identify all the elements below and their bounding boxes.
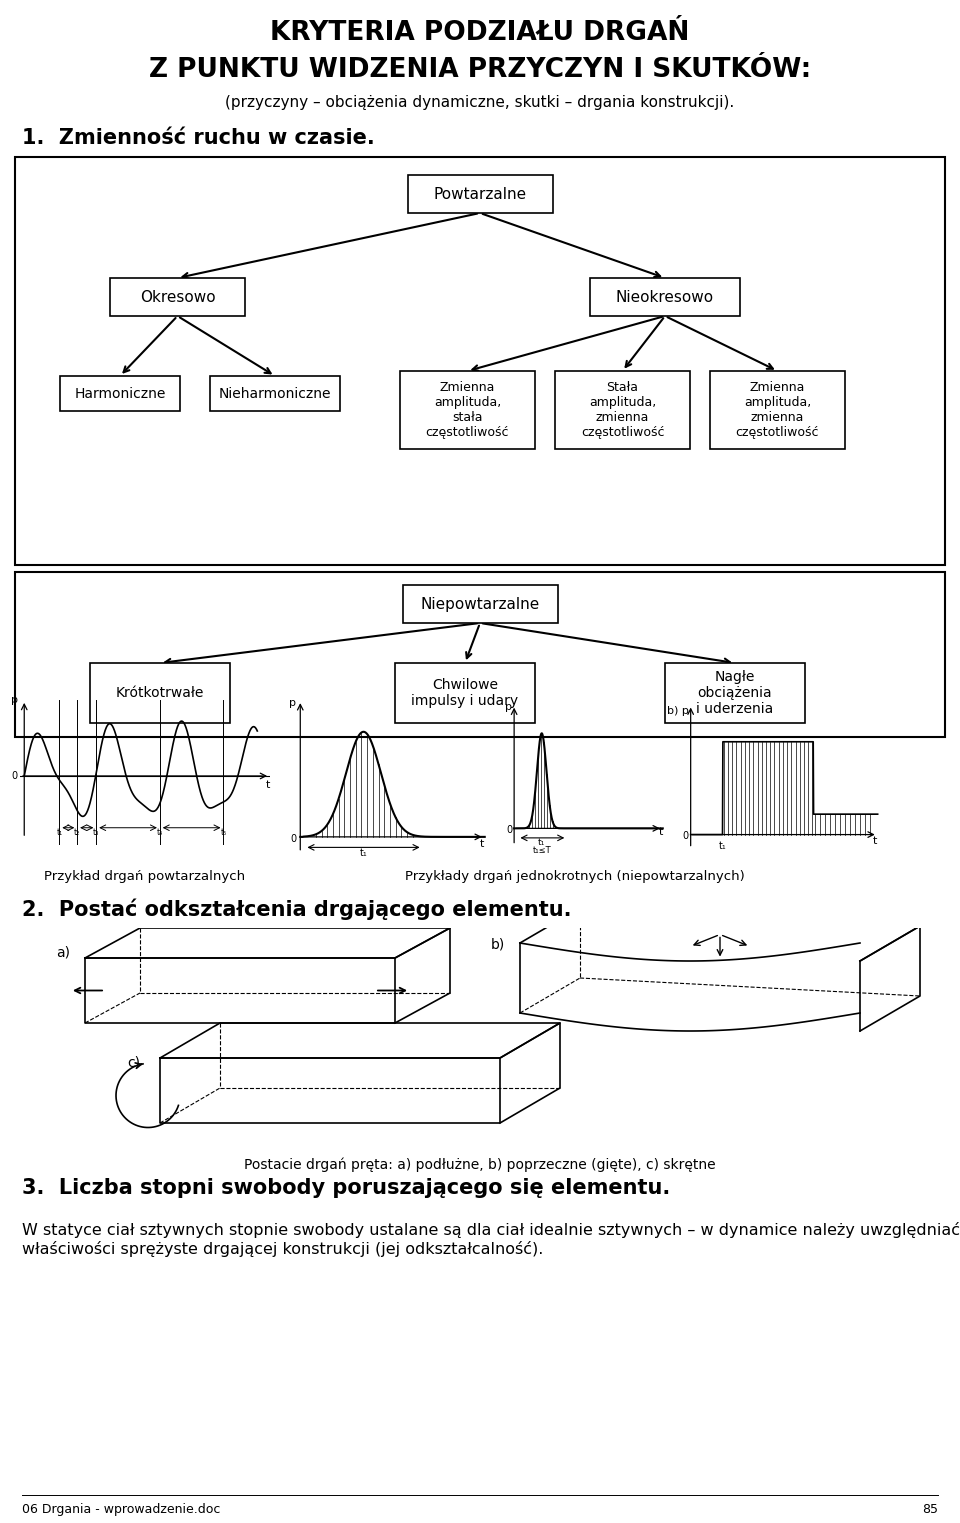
Text: 0: 0 (290, 835, 296, 844)
Text: 1.  Zmienność ruchu w czasie.: 1. Zmienność ruchu w czasie. (22, 128, 374, 148)
FancyBboxPatch shape (407, 175, 553, 213)
Text: t: t (659, 827, 662, 838)
FancyBboxPatch shape (555, 372, 690, 449)
Text: c): c) (127, 1055, 140, 1069)
Text: (przyczyny – obciążenia dynamiczne, skutki – drgania konstrukcji).: (przyczyny – obciążenia dynamiczne, skut… (226, 94, 734, 110)
Text: t₁≤T: t₁≤T (533, 847, 551, 854)
Text: Harmoniczne: Harmoniczne (74, 387, 166, 401)
Text: t: t (266, 780, 270, 790)
FancyBboxPatch shape (400, 372, 535, 449)
FancyBboxPatch shape (395, 663, 535, 723)
Text: Powtarzalne: Powtarzalne (433, 186, 527, 201)
FancyBboxPatch shape (110, 279, 245, 315)
Text: t: t (873, 836, 877, 845)
Text: Niepowtarzalne: Niepowtarzalne (420, 597, 540, 612)
FancyBboxPatch shape (15, 573, 945, 737)
FancyBboxPatch shape (60, 376, 180, 411)
Text: W statyce ciał sztywnych stopnie swobody ustalane są dla ciał idealnie sztywnych: W statyce ciał sztywnych stopnie swobody… (22, 1221, 960, 1256)
Text: Zmienna
amplituda,
stała
częstotliwość: Zmienna amplituda, stała częstotliwość (425, 381, 509, 439)
Text: Przykład drgań powtarzalnych: Przykład drgań powtarzalnych (44, 870, 246, 883)
FancyBboxPatch shape (402, 585, 558, 623)
Text: Z PUNKTU WIDZENIA PRZYCZYN I SKUTKÓW:: Z PUNKTU WIDZENIA PRZYCZYN I SKUTKÓW: (149, 56, 811, 82)
Text: a): a) (56, 946, 70, 959)
Text: Przykłady drgań jednokrotnych (niepowtarzalnych): Przykłady drgań jednokrotnych (niepowtar… (405, 870, 745, 883)
Text: t₂: t₂ (74, 827, 81, 836)
Text: t₄: t₄ (156, 827, 163, 836)
Text: Nagłe
obciążenia
i uderzenia: Nagłe obciążenia i uderzenia (696, 670, 774, 716)
Text: t₃: t₃ (93, 827, 100, 836)
Text: t₁: t₁ (539, 839, 545, 847)
Text: 06 Drgania - wprowadzenie.doc: 06 Drgania - wprowadzenie.doc (22, 1503, 221, 1515)
Text: t: t (480, 839, 484, 850)
FancyBboxPatch shape (90, 663, 230, 723)
FancyBboxPatch shape (665, 663, 805, 723)
FancyBboxPatch shape (710, 372, 845, 449)
Text: Nieharmoniczne: Nieharmoniczne (219, 387, 331, 401)
Text: p: p (505, 702, 513, 711)
FancyBboxPatch shape (15, 157, 945, 565)
Text: t₁: t₁ (719, 841, 727, 850)
Text: Postacie drgań pręta: a) podłużne, b) poprzeczne (gięte), c) skrętne: Postacie drgań pręta: a) podłużne, b) po… (244, 1157, 716, 1173)
Text: b) p: b) p (666, 707, 688, 716)
Text: 3.  Liczba stopni swobody poruszającego się elementu.: 3. Liczba stopni swobody poruszającego s… (22, 1177, 670, 1199)
FancyBboxPatch shape (590, 279, 740, 315)
Text: b): b) (491, 938, 505, 952)
Text: Krótkotrwałe: Krótkotrwałe (116, 685, 204, 701)
Text: 0: 0 (683, 832, 688, 841)
Text: 0: 0 (12, 772, 18, 781)
Text: t₁: t₁ (57, 827, 62, 836)
Text: t₁: t₁ (360, 848, 368, 857)
Text: 0: 0 (506, 825, 513, 835)
Text: KRYTERIA PODZIAŁU DRGAŃ: KRYTERIA PODZIAŁU DRGAŃ (271, 20, 689, 46)
Text: 85: 85 (922, 1503, 938, 1515)
Text: p: p (289, 698, 296, 708)
Text: t₅: t₅ (220, 827, 227, 836)
FancyBboxPatch shape (210, 376, 340, 411)
Text: Nieokresowo: Nieokresowo (616, 289, 714, 305)
Text: Stała
amplituda,
zmienna
częstotliwość: Stała amplituda, zmienna częstotliwość (581, 381, 664, 439)
Text: p: p (11, 696, 18, 705)
Text: Zmienna
amplituda,
zmienna
częstotliwość: Zmienna amplituda, zmienna częstotliwość (735, 381, 819, 439)
Text: 2.  Postać odkształcenia drgającego elementu.: 2. Postać odkształcenia drgającego eleme… (22, 899, 571, 920)
Text: Chwilowe
impulsy i udary: Chwilowe impulsy i udary (412, 678, 518, 708)
Text: Okresowo: Okresowo (140, 289, 215, 305)
